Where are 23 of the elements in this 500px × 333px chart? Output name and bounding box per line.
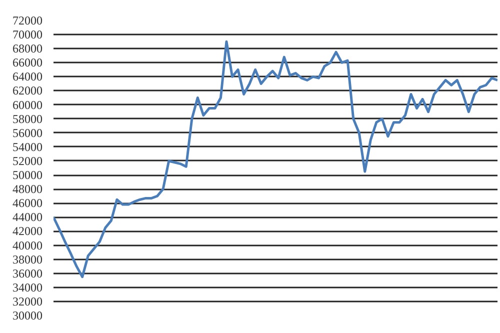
y-tick-label: 46000 xyxy=(12,196,42,210)
y-tick-label: 32000 xyxy=(12,294,42,308)
y-tick-label: 62000 xyxy=(12,84,42,98)
line-series xyxy=(54,40,498,278)
y-tick-label: 36000 xyxy=(12,266,42,280)
y-tick-label: 56000 xyxy=(12,126,42,140)
y-tick-label: 44000 xyxy=(12,210,42,224)
y-tick-label: 48000 xyxy=(12,182,42,196)
y-tick-label: 72000 xyxy=(12,14,42,28)
y-tick-label: 58000 xyxy=(12,112,42,126)
y-tick-label: 38000 xyxy=(12,252,42,266)
y-tick-label: 30000 xyxy=(12,308,42,322)
y-tick-label: 52000 xyxy=(12,154,42,168)
y-tick-label: 66000 xyxy=(12,56,42,70)
y-tick-label: 70000 xyxy=(12,28,42,42)
y-tick-label: 60000 xyxy=(12,98,42,112)
y-tick-label: 34000 xyxy=(12,280,42,294)
y-tick-label: 50000 xyxy=(12,168,42,182)
y-tick-label: 54000 xyxy=(12,140,42,154)
y-tick-label: 42000 xyxy=(12,224,42,238)
y-tick-label: 40000 xyxy=(12,238,42,252)
y-tick-label: 64000 xyxy=(12,70,42,84)
y-tick-label: 68000 xyxy=(12,42,42,56)
